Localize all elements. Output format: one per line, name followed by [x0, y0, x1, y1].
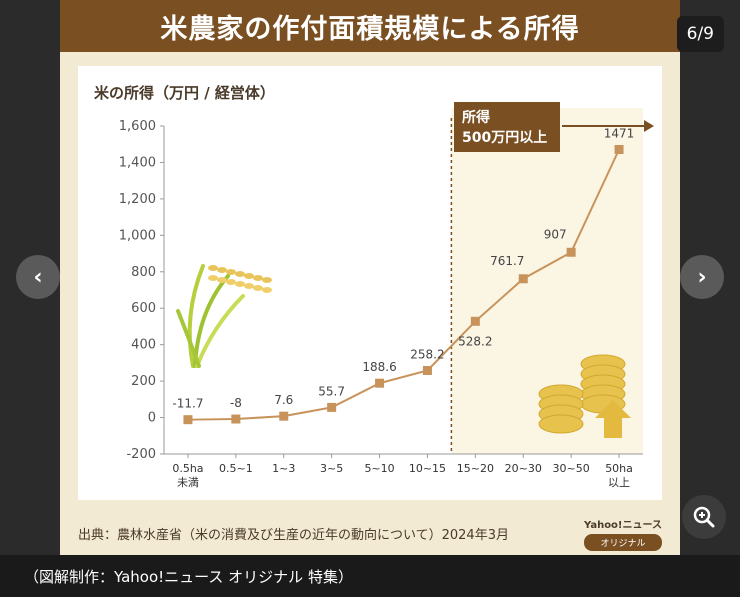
- data-point-marker: [518, 274, 528, 284]
- rice-grain: [235, 271, 245, 277]
- chart-title: 米の所得（万円 / 経営体）: [94, 84, 275, 102]
- series-line: [187, 149, 620, 421]
- y-tick-label: 600: [131, 301, 156, 316]
- rice-stalk: [176, 309, 201, 368]
- rice-grain: [244, 273, 254, 279]
- up-arrow-icon: [595, 400, 631, 438]
- data-value-label: 258.2: [410, 348, 444, 362]
- chart-panel: 米の所得（万円 / 経営体） -200 0 200 400 600 800 1,000 1,2…: [78, 66, 662, 500]
- data-point-marker: [327, 402, 337, 412]
- rice-grain: [217, 277, 227, 283]
- x-tick-label: 20~30: [505, 462, 542, 475]
- rice-grain: [244, 283, 254, 289]
- data-value-label: 188.6: [362, 360, 396, 374]
- source-note: 出典：農林水産省（米の消費及び生産の近年の動向について）2024年3月: [78, 528, 509, 543]
- tier-label-line1: 所得: [462, 110, 490, 126]
- y-tick-label: -200: [126, 447, 156, 462]
- data-point-marker: [566, 247, 576, 257]
- coin-stack-icon: [538, 354, 631, 438]
- data-value-label: -11.7: [172, 397, 203, 411]
- x-tick-label: 15~20: [457, 462, 494, 475]
- data-point-marker: [279, 411, 289, 421]
- data-point-marker: [422, 366, 432, 376]
- tier-label-line2: 500万円以上: [462, 130, 548, 146]
- image-caption: （図解制作：Yahoo!ニュース オリジナル 特集）: [0, 555, 740, 597]
- rice-grain: [208, 265, 218, 271]
- x-tick-label: 50ha 以上: [605, 462, 633, 489]
- y-tick-label: 0: [148, 411, 156, 426]
- y-tick-label: 400: [131, 338, 156, 353]
- rice-grain: [262, 287, 272, 293]
- rice-grain: [253, 285, 263, 291]
- chevron-left-icon: ‹: [33, 264, 43, 290]
- y-tick-label: 1,200: [119, 192, 156, 207]
- data-point-marker: [183, 415, 193, 425]
- x-tick-label: 3~5: [320, 462, 343, 475]
- y-tick-label: 1,600: [119, 119, 156, 134]
- y-tick-label: 1,000: [119, 228, 156, 243]
- coin: [538, 414, 584, 434]
- infographic-title: 米農家の作付面積規模による所得: [60, 0, 680, 52]
- x-tick-label: 1~3: [272, 462, 295, 475]
- line-chart: -200 0 200 400 600 800 1,000 1,200 1,400 1,600 0.5…: [119, 108, 654, 489]
- data-value-label: 55.7: [318, 384, 345, 398]
- data-value-label: -8: [230, 396, 242, 410]
- logo-text: Yahoo!ニュース: [584, 520, 662, 531]
- zoom-icon: [693, 506, 715, 528]
- data-value-label: 907: [544, 227, 567, 241]
- data-point-marker: [614, 145, 624, 155]
- next-slide-button[interactable]: ›: [680, 255, 724, 299]
- rice-grain: [226, 279, 236, 285]
- rice-stalk: [195, 294, 245, 368]
- slide-counter: 6/9: [676, 16, 724, 52]
- rice-plant-icon: [176, 264, 272, 368]
- rice-stalk: [187, 264, 205, 368]
- zoom-button[interactable]: [682, 495, 726, 539]
- data-point-marker: [470, 316, 480, 326]
- y-tick-label: 1,400: [119, 155, 156, 170]
- data-value-label: 761.7: [490, 254, 524, 268]
- y-tick-label: 200: [131, 374, 156, 389]
- x-tick-label: 10~15: [409, 462, 446, 475]
- x-tick-label: 0.5ha 未満: [172, 462, 203, 489]
- x-tick-label: 0.5~1: [219, 462, 253, 475]
- data-value-label: 1471: [604, 127, 635, 141]
- infographic-frame: 米農家の作付面積規模による所得 米の所得（万円 / 経営体） -200 0 200 4…: [60, 0, 680, 555]
- logo-badge: オリジナル: [584, 534, 662, 551]
- rice-grain: [253, 275, 263, 281]
- y-tick-label: 800: [131, 265, 156, 280]
- income-tier-label: 所得 500万円以上: [454, 102, 560, 152]
- yahoo-news-logo: Yahoo!ニュース オリジナル: [584, 516, 662, 551]
- chevron-right-icon: ›: [697, 264, 707, 290]
- data-value-label: 528.2: [458, 334, 492, 348]
- previous-slide-button[interactable]: ‹: [16, 255, 60, 299]
- rice-grain: [262, 277, 272, 283]
- x-tick-label: 5~10: [364, 462, 394, 475]
- rice-grain: [217, 267, 227, 273]
- data-point-marker: [375, 378, 385, 388]
- x-tick-label: 30~50: [553, 462, 590, 475]
- rice-grain: [226, 269, 236, 275]
- rice-grain: [235, 281, 245, 287]
- data-value-label: 7.6: [274, 393, 293, 407]
- data-point-marker: [231, 414, 241, 424]
- tier-arrow-head-icon: [644, 120, 654, 132]
- rice-grain: [208, 275, 218, 281]
